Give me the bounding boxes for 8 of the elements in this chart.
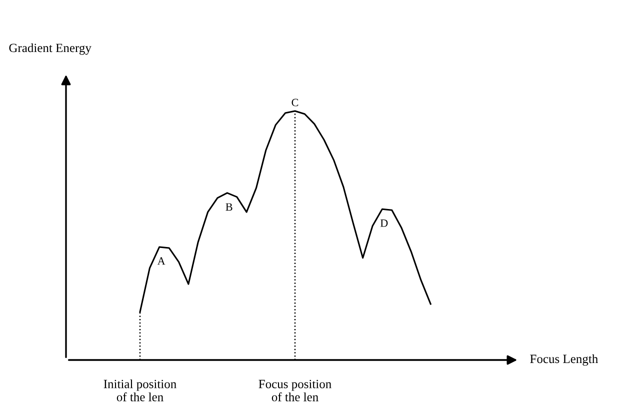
annotation: D [380, 220, 388, 227]
text: C [292, 98, 298, 106]
text: Focus Length [530, 354, 598, 366]
x-tick-label: Initial position of the len [104, 379, 176, 402]
annotation: A [157, 257, 166, 265]
x-tick-label: Focus position of the len [258, 380, 332, 402]
annotation: B [226, 203, 232, 211]
y-axis-title: Gradient Energy [9, 43, 92, 55]
